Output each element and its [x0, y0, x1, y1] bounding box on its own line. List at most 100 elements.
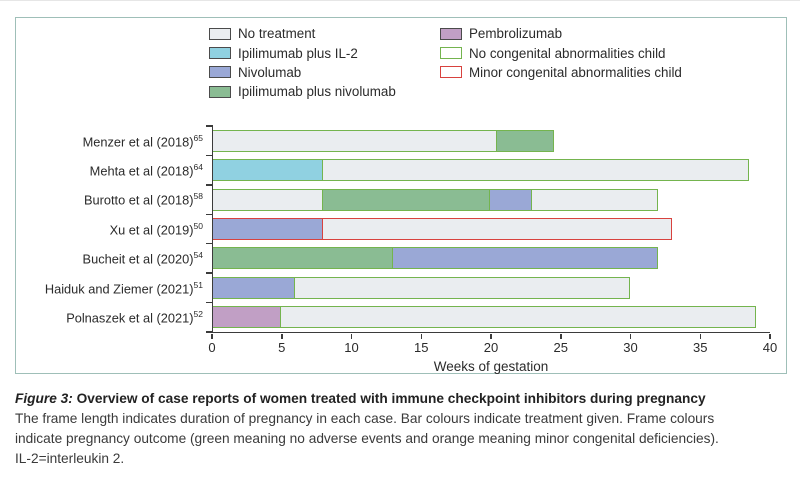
y-axis-tick: [205, 272, 213, 274]
x-tick-label: 10: [344, 340, 359, 355]
legend-item: Pembrolizumab: [440, 24, 682, 43]
x-axis-tick: [211, 333, 213, 339]
bar-segment: [212, 276, 296, 299]
x-tick-label: 20: [483, 340, 499, 355]
legend-item-label: Ipilimumab plus IL-2: [238, 45, 358, 61]
study-reference-number: 54: [193, 250, 203, 261]
bar-segment: [212, 247, 394, 270]
caption-line-2: The frame length indicates duration of p…: [15, 411, 715, 426]
bar-segment: [212, 306, 282, 329]
legend-swatch: [440, 27, 462, 40]
bar-track: [212, 217, 770, 240]
study-name: Burotto et al (2018): [83, 192, 194, 208]
legend-swatch: [209, 47, 231, 60]
y-axis-tick: [205, 154, 213, 157]
legend-item-label: Pembrolizumab: [469, 26, 563, 42]
y-axis-tick: [205, 242, 213, 245]
bar-segment: [322, 217, 673, 240]
legend-swatch: [209, 85, 231, 98]
chart-row: Mehta et al (2018)64: [16, 155, 770, 184]
study-name: Polnaszek et al (2021): [66, 310, 194, 326]
legend-treatments-left-column: No treatment Ipilimumab plus IL-2 Nivoluma…: [209, 24, 396, 102]
study-reference-number: 51: [193, 279, 203, 290]
study-reference-number: 58: [193, 191, 203, 202]
chart-row: Xu et al (2019)50: [16, 214, 770, 243]
legend-right-column: Pembrolizumab No congenital abnormalities…: [440, 24, 682, 82]
y-axis-line: [212, 126, 213, 332]
x-axis-tick: [350, 333, 353, 339]
chart-row: Bucheit et al (2020)54: [16, 244, 770, 273]
x-axis-tick: [490, 333, 492, 339]
chart-rows: Menzer et al (2018)65 Mehta et al (2018)6…: [16, 126, 770, 332]
study-reference-number: 64: [193, 162, 203, 172]
caption-title-line: Figure 3: Overview of case reports of wo…: [15, 389, 791, 409]
gestation-bar: [212, 129, 770, 152]
x-axis-tick: [769, 333, 771, 339]
study-label: Polnaszek et al (2021)52: [16, 309, 212, 325]
bar-segment: [322, 159, 750, 182]
legend-item: Minor congenital abnormalities child: [440, 63, 682, 82]
study-label: Haiduk and Ziemer (2021)51: [16, 280, 212, 296]
gestation-bar: [212, 306, 770, 329]
bar-segment: [322, 188, 491, 211]
legend-item-label: Nivolumab: [238, 64, 302, 80]
x-tick-label: 40: [762, 340, 778, 355]
legend-item: No congenital abnormalities child: [440, 43, 682, 62]
legend-item-label: Minor congenital abnormalities child: [469, 64, 682, 80]
study-name: Xu et al (2019): [109, 222, 194, 238]
legend-swatch: [440, 66, 462, 79]
gestation-bar: [212, 188, 770, 211]
caption-line-4: IL-2=interleukin 2.: [15, 451, 125, 466]
bar-segment: [212, 129, 498, 152]
gestation-bar: [212, 159, 770, 182]
legend-swatch: [440, 47, 462, 60]
bar-segment: [489, 188, 533, 211]
x-tick-label: 30: [623, 340, 638, 355]
x-tick-label: 35: [693, 340, 708, 355]
study-reference-number: 52: [193, 309, 203, 320]
legend-item-label: Ipilimumab plus nivolumab: [238, 84, 396, 100]
figure-caption: Figure 3: Overview of case reports of wo…: [15, 389, 791, 469]
chart-row: Polnaszek et al (2021)52: [16, 303, 770, 332]
legend-swatch: [209, 27, 231, 40]
figure-panel: No treatment Ipilimumab plus IL-2 Nivoluma…: [15, 17, 787, 374]
study-label: Burotto et al (2018)58: [16, 191, 212, 207]
bar-segment: [496, 129, 554, 152]
y-axis-tick: [205, 301, 213, 304]
x-axis-line: [212, 332, 770, 333]
y-axis-tick: [205, 184, 213, 186]
bar-segment: [212, 217, 324, 240]
x-axis-tick: [420, 333, 422, 339]
x-tick-label: 0: [208, 340, 216, 355]
y-axis-tick: [205, 213, 213, 216]
gestation-bar: [212, 217, 770, 240]
x-axis-tick: [699, 333, 701, 339]
study-name: Haiduk and Ziemer (2021): [44, 280, 194, 296]
legend-item: Ipilimumab plus IL-2: [209, 43, 396, 62]
bar-segment: [212, 188, 324, 211]
legend-swatch: [209, 66, 231, 79]
legend-item-label: No congenital abnormalities child: [469, 45, 666, 61]
chart-row: Burotto et al (2018)58: [16, 185, 770, 214]
study-label: Menzer et al (2018)65: [16, 133, 212, 149]
bar-track: [212, 129, 770, 152]
x-tick-label: 25: [553, 340, 568, 355]
caption-line-3: indicate pregnancy outcome (green meanin…: [15, 431, 719, 446]
study-name: Mehta et al (2018): [89, 163, 194, 179]
bar-segment: [280, 306, 757, 329]
study-name: Menzer et al (2018): [82, 133, 194, 149]
x-axis-title: Weeks of gestation: [433, 359, 549, 374]
caption-figure-number: Figure 3:: [15, 391, 73, 406]
bar-track: [212, 247, 770, 270]
x-axis-tick: [560, 333, 562, 339]
bar-track: [212, 276, 770, 299]
legend-item: Ipilimumab plus nivolumab: [209, 82, 396, 101]
legend-item: No treatment: [209, 24, 396, 43]
chart-row: Menzer et al (2018)65: [16, 126, 770, 155]
study-reference-number: 50: [193, 220, 203, 231]
study-reference-number: 65: [193, 132, 203, 143]
x-axis-tick: [281, 333, 283, 339]
study-label: Bucheit et al (2020)54: [16, 250, 212, 266]
bar-segment: [212, 159, 324, 182]
